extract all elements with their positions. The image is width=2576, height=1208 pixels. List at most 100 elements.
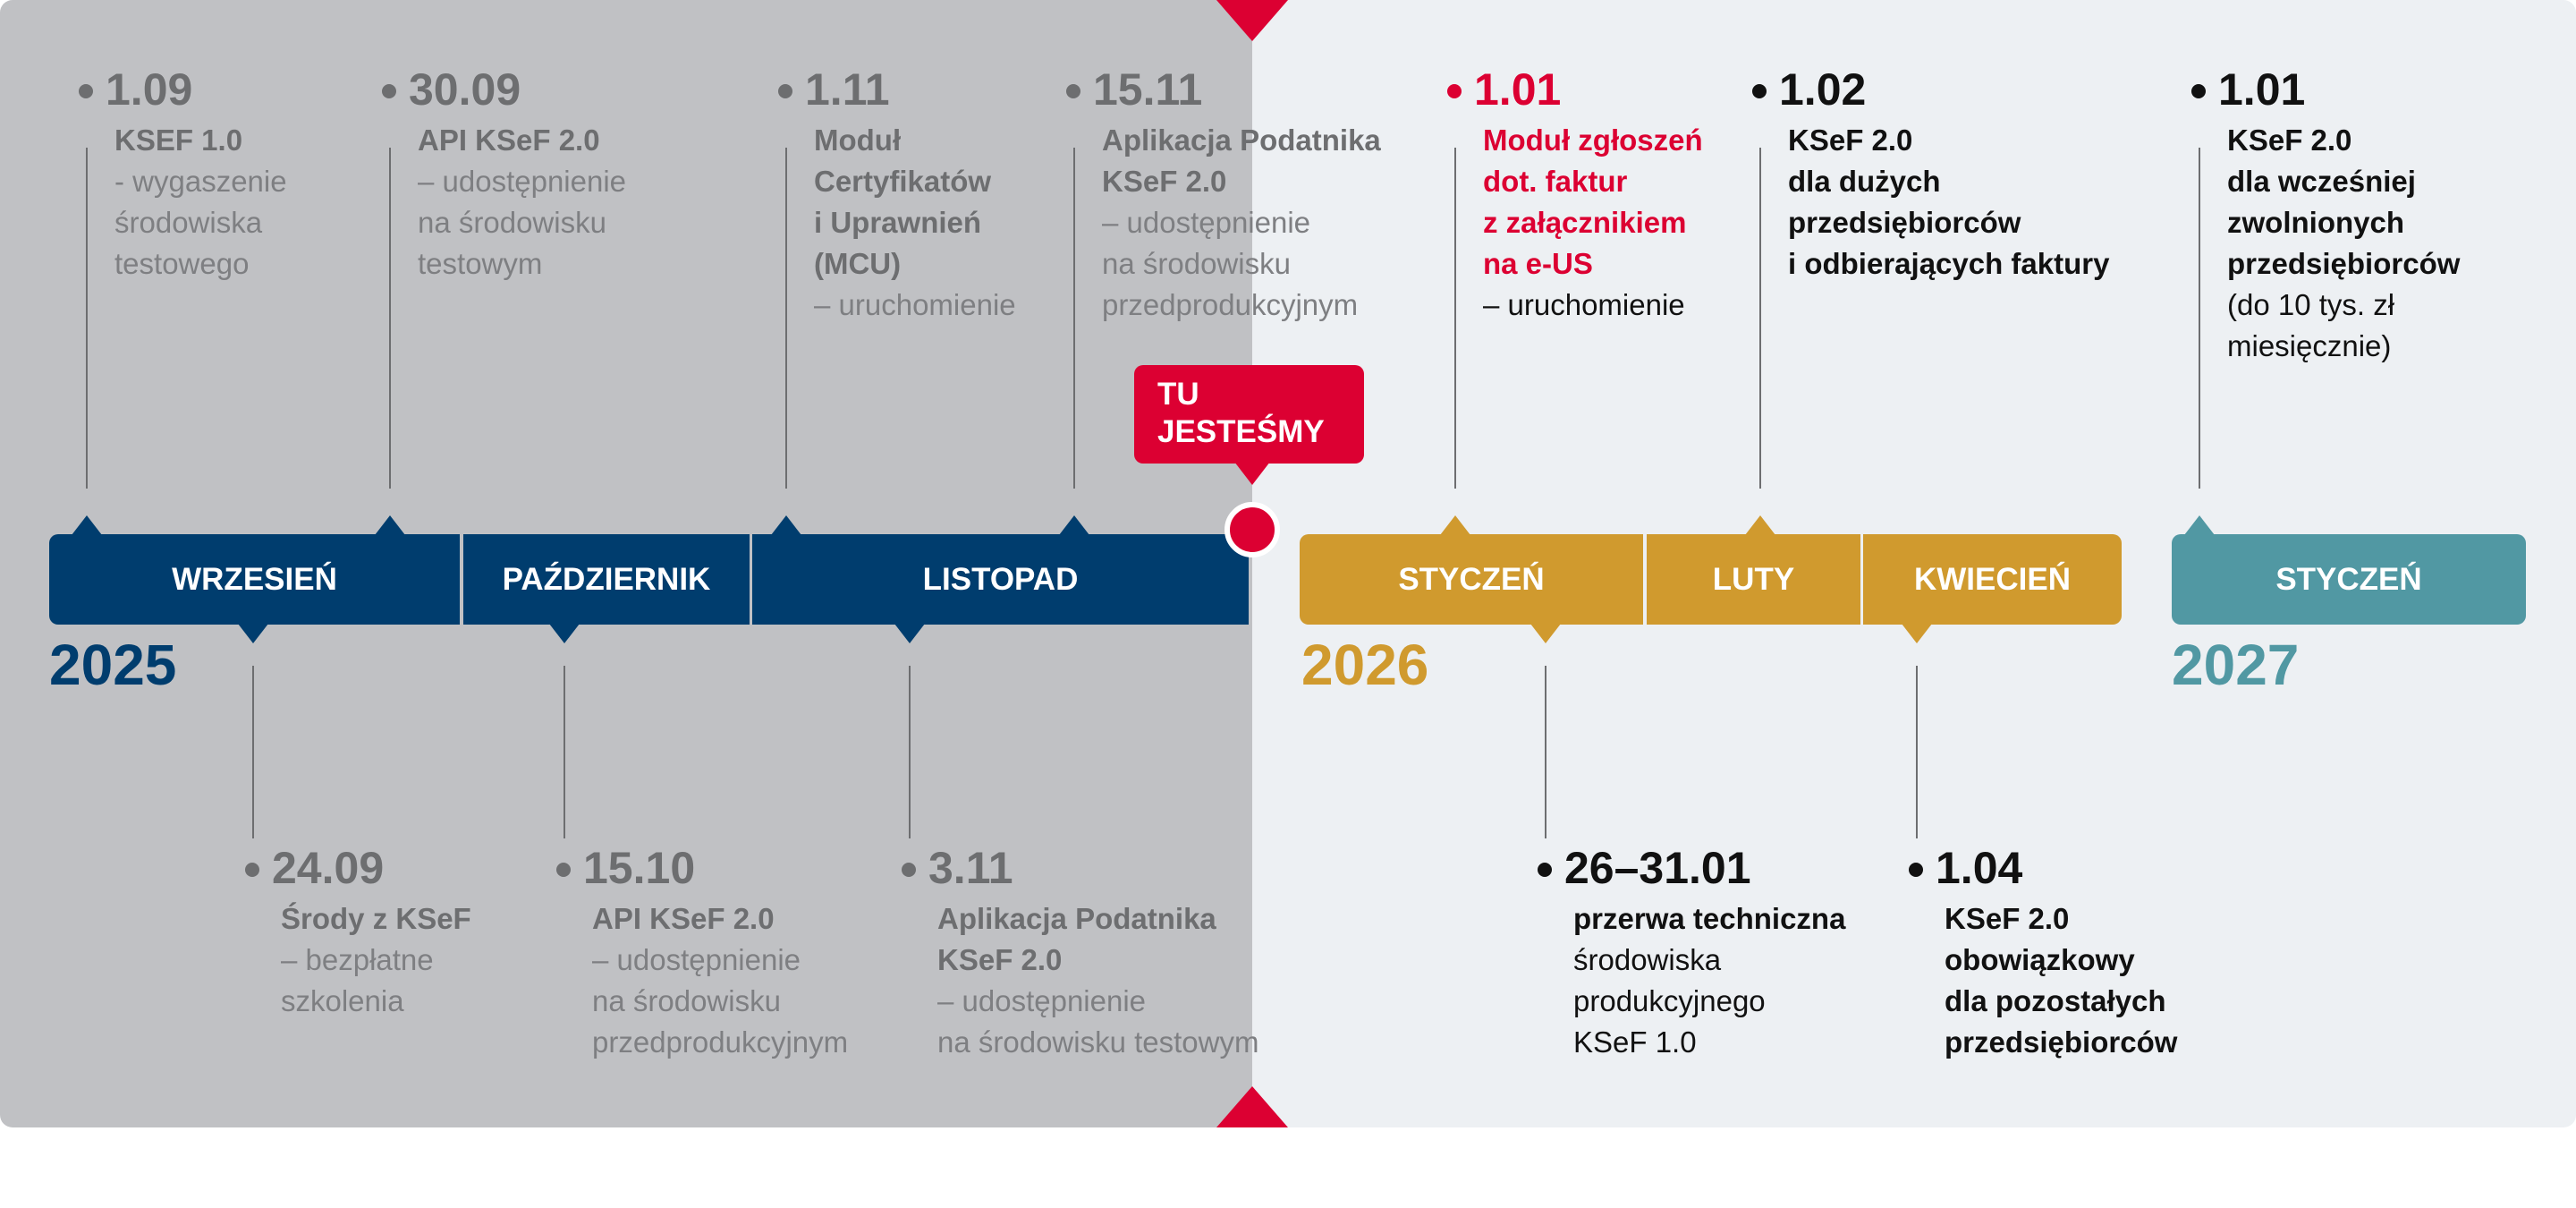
event-text-line: zwolnionych [2227, 206, 2404, 239]
connector-line [86, 148, 88, 489]
event-text-line: dla pozostałych [1945, 984, 2166, 1017]
event-text-line: KSeF 2.0 [1788, 123, 1913, 157]
current-date-dot-icon [1224, 502, 1280, 557]
event-text-line: środowiska [114, 206, 263, 239]
event-text-line: testowego [114, 247, 250, 280]
month-bar-0: WRZESIEŃ [49, 534, 460, 625]
pointer-down-icon [1530, 624, 1561, 643]
event-text-line: przedprodukcyjnym [1102, 288, 1359, 321]
event-text-line: na środowisku [592, 984, 781, 1017]
event-date: 3.11 [928, 843, 1013, 893]
event-text-line: – uruchomienie [814, 288, 1016, 321]
event-text-line: API KSeF 2.0 [592, 902, 775, 935]
bullet-icon [1066, 84, 1080, 98]
bullet-icon [382, 84, 396, 98]
bullet-icon [902, 863, 916, 877]
event-description: Aplikacja Podatnika KSeF 2.0 – udostępnien… [937, 898, 1258, 1063]
event-text-line: przedsiębiorców [1788, 206, 2021, 239]
connector-line [785, 148, 787, 489]
event-description: API KSeF 2.0 – udostępnienie na środowisku… [592, 898, 848, 1063]
pointer-up-icon [1059, 515, 1089, 535]
event-text-line: dla wcześniej [2227, 165, 2416, 198]
event-text-line: przedprodukcyjnym [592, 1025, 849, 1059]
bullet-icon [778, 84, 792, 98]
event-text-line: dot. faktur [1483, 165, 1628, 198]
pointer-up-icon [2184, 515, 2215, 535]
event-text-line: Certyfikatów [814, 165, 992, 198]
pointer-down-icon [549, 624, 580, 643]
event-text-line: KSeF 2.0 [2227, 123, 2352, 157]
pointer-up-icon [375, 515, 405, 535]
event-text-line: (MCU) [814, 247, 902, 280]
month-bar-5: KWIECIEŃ [1863, 534, 2122, 625]
event-description: KSeF 2.0 dla wcześniej zwolnionych przedsię… [2227, 120, 2460, 367]
event-text-line: przerwa techniczna [1573, 902, 1846, 935]
here-line-1: TU [1157, 377, 1199, 412]
bottom-event: 15.10 API KSeF 2.0 – udostępnienie na środo… [556, 841, 848, 1063]
event-text-line: na środowisku [1102, 247, 1291, 280]
event-text-line: produkcyjnego [1573, 984, 1766, 1017]
month-bar-1: PAŹDZIERNIK [463, 534, 750, 625]
event-date: 1.11 [805, 64, 890, 115]
event-text-line: – udostępnienie [1102, 206, 1311, 239]
top-event: 30.09 API KSeF 2.0 – udostępnienie na środo… [382, 63, 626, 285]
connector-line [564, 666, 565, 838]
event-text-line: i Uprawnień [814, 206, 982, 239]
event-text-line: – udostępnienie [937, 984, 1147, 1017]
event-text-line: – uruchomienie [1483, 288, 1685, 321]
event-text-line: dla dużych [1788, 165, 1941, 198]
event-text-line: – bezpłatne [281, 943, 434, 976]
event-description: przerwa techniczna środowiska produkcyjneg… [1573, 898, 1845, 1063]
connector-line [2199, 148, 2200, 489]
event-description: KSeF 2.0 obowiązkowy dla pozostałych przeds… [1945, 898, 2177, 1063]
connector-line [1545, 666, 1546, 838]
connector-line [1759, 148, 1761, 489]
top-event: 15.11 Aplikacja Podatnika KSeF 2.0 – udostę… [1066, 63, 1381, 326]
event-text-line: Moduł [814, 123, 902, 157]
connector-line [1073, 148, 1075, 489]
event-text-line: (do 10 tys. zł [2227, 288, 2395, 321]
event-date: 24.09 [272, 843, 385, 893]
event-description: Moduł zgłoszeń dot. faktur z załącznikiem n… [1483, 120, 1703, 326]
event-text-line: i odbierających faktury [1788, 247, 2110, 280]
pointer-down-icon [894, 624, 925, 643]
event-text-line: szkolenia [281, 984, 404, 1017]
month-bar-4: LUTY [1647, 534, 1860, 625]
event-date: 15.11 [1093, 64, 1203, 115]
pointer-down-icon [238, 624, 268, 643]
pointer-up-icon [1745, 515, 1775, 535]
event-date: 1.09 [106, 64, 193, 115]
event-text-line: KSeF 1.0 [1573, 1025, 1697, 1059]
event-text-line: na środowisku [418, 206, 606, 239]
event-date: 30.09 [409, 64, 521, 115]
bullet-icon [1447, 84, 1462, 98]
event-date: 1.01 [1474, 64, 1562, 115]
event-date: 1.02 [1779, 64, 1867, 115]
connector-line [1454, 148, 1456, 489]
event-text-line: - wygaszenie [114, 165, 287, 198]
event-date: 1.01 [2218, 64, 2306, 115]
bullet-icon [1538, 863, 1552, 877]
pointer-up-icon [72, 515, 102, 535]
event-text-line: miesięcznie) [2227, 329, 2392, 362]
top-event: 1.02 KSeF 2.0 dla dużych przedsiębiorców i o… [1752, 63, 2109, 285]
pointer-up-icon [771, 515, 801, 535]
month-bar-3: STYCZEŃ [1300, 534, 1643, 625]
event-text-line: Aplikacja Podatnika [1102, 123, 1381, 157]
month-bar-6: STYCZEŃ [2172, 534, 2526, 625]
event-text-line: – udostępnienie [418, 165, 627, 198]
bottom-event: 1.04 KSeF 2.0 obowiązkowy dla pozostałych pr… [1909, 841, 2177, 1063]
event-date: 26–31.01 [1564, 843, 1751, 893]
pointer-up-icon [1440, 515, 1470, 535]
connector-line [909, 666, 911, 838]
event-text-line: przedsiębiorców [2227, 247, 2461, 280]
connector-line [252, 666, 254, 838]
year-label: 2027 [2172, 633, 2300, 697]
bullet-icon [556, 863, 571, 877]
bottom-event: 26–31.01 przerwa techniczna środowiska prod… [1538, 841, 1845, 1063]
bullet-icon [1909, 863, 1923, 877]
event-text-line: z załącznikiem [1483, 206, 1687, 239]
connector-line [1916, 666, 1918, 838]
event-description: API KSeF 2.0 – udostępnienie na środowisku… [418, 120, 626, 285]
year-label: 2025 [49, 633, 177, 697]
